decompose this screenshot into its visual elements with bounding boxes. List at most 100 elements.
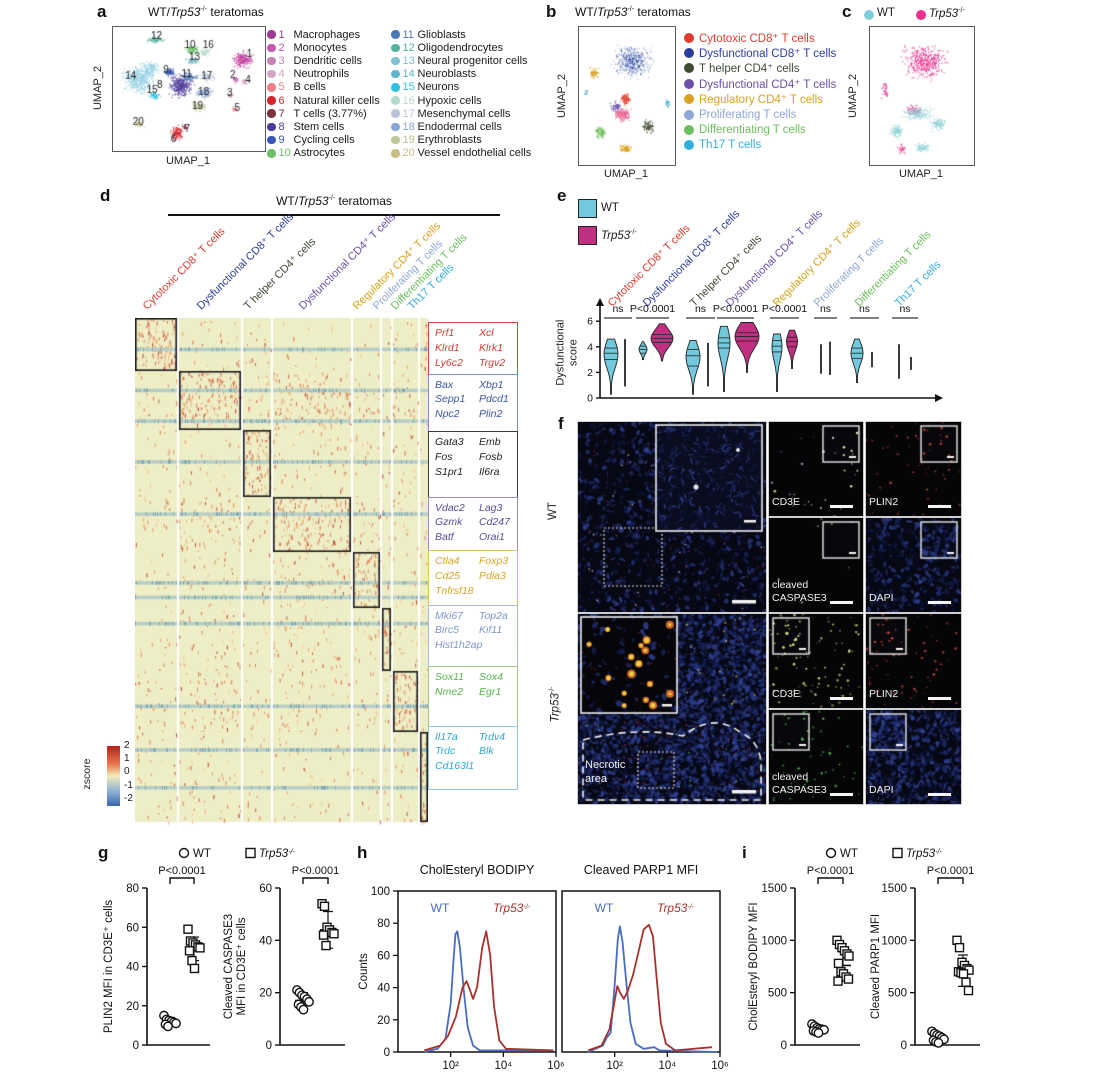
violin-wt <box>717 325 731 393</box>
legend-item: 8 Stem cells <box>267 120 380 133</box>
scale-bar <box>830 601 853 604</box>
tile-label-line: CASPASE3 <box>772 592 827 605</box>
legend-cluster-number: 20 <box>402 147 415 160</box>
legend-color-dot <box>684 140 694 151</box>
gene-box: Sox11 Nme2 Sox4 Egr1 <box>428 666 518 727</box>
legend-color-dot <box>391 30 400 39</box>
dotplot-y-tick-label: 1500 <box>881 883 907 895</box>
hist-title: CholEsteryl BODIPY <box>420 863 535 877</box>
microscopy-tile-wt-ccasp3 <box>768 517 864 613</box>
f-row-ko-gene: Trp53-/- <box>549 687 562 723</box>
tile-label-wt-plin2: PLIN2 <box>869 496 898 509</box>
gene-label: Pdcd1 <box>479 393 509 406</box>
violin-wt <box>685 339 701 395</box>
hist-curve-wt <box>587 925 718 1053</box>
panel-a-legend-col1: 1 Macrophages 2 Monocytes 3 Dendritic cells 4 N… <box>267 28 380 160</box>
tile-label-ko-cd3e: CD3E <box>772 688 800 701</box>
ko-data-point <box>318 930 329 940</box>
legend-item: 2 Monocytes <box>267 41 380 54</box>
gene-label: Sepp1 <box>435 393 466 406</box>
gene-label: Pdia3 <box>479 569 506 582</box>
violin-wt <box>771 333 783 393</box>
gene-box: Prf1 Klrd1 Ly6c2 Xcl Klrk1 Trgv2 <box>428 322 518 375</box>
legend-item: 14 Neuroblasts <box>391 68 531 81</box>
legend-item: 10 Astrocytes <box>267 147 380 160</box>
legend-label: Natural killer cells <box>293 94 380 107</box>
legend-label: Macrophages <box>293 28 361 41</box>
zscore-tick: -2 <box>124 792 133 804</box>
legend-item: 13 Neural progenitor cells <box>391 54 531 67</box>
f-row-ko-label: Trp53-/- <box>549 679 562 729</box>
legend-label: Differentiating T cells <box>699 124 806 137</box>
c-legend-ko-label: Trp53-/- <box>929 7 965 20</box>
zscore-tick: 0 <box>124 766 130 778</box>
legend-color-dot <box>267 83 276 92</box>
ko-data-point <box>833 958 844 969</box>
panel-b-label: b <box>546 2 557 21</box>
panel-a-label: a <box>97 2 107 21</box>
violin-y-tick-label: 2 <box>587 367 593 379</box>
scale-bar <box>830 697 853 700</box>
hist-frame <box>397 890 557 1053</box>
ko-data-point <box>187 955 197 966</box>
significance-bracket <box>937 877 964 884</box>
ko-data-point <box>329 929 339 939</box>
scale-bar <box>830 793 853 796</box>
legend-cluster-number: 4 <box>278 68 285 81</box>
wt-data-point <box>304 996 314 1007</box>
legend-color-dot <box>267 69 276 79</box>
dotplot-y-tick-label: 1000 <box>881 935 907 947</box>
legend-item: 17 Mesenchymal cells <box>391 107 531 120</box>
legend-label: Astrocytes <box>293 147 345 160</box>
legend-cluster-number: 8 <box>278 120 285 133</box>
legend-cluster-number: 3 <box>278 54 285 67</box>
gene-name: Trp53 <box>601 229 631 242</box>
gene-label: Emb <box>479 436 501 448</box>
gene-name: Trp53 <box>549 693 562 723</box>
heatmap-plot <box>135 318 428 826</box>
gene-superscript: -/- <box>328 195 336 202</box>
wt-data-point <box>813 1028 824 1038</box>
tile-label-wt-dapi: DAPI <box>869 592 894 605</box>
gene-label: Batf <box>435 531 454 544</box>
legend-label: Cycling cells <box>293 134 355 147</box>
microscopy-tile-ko-dapi <box>865 709 962 805</box>
hist-y-tick-label: 20 <box>377 1015 390 1027</box>
tile-label-line: cleaved <box>772 579 809 591</box>
dotplot-y-label-2: MFI in CD3E⁺ cells <box>236 917 248 1015</box>
gene-box: Bax Sepp1 Npc2 Xbp1 Pdcd1 Plin2 <box>428 373 518 433</box>
gene-superscript: -/- <box>630 229 637 236</box>
legend-item: 7 T cells (3.77%) <box>267 107 380 120</box>
significance-label: ns <box>859 303 870 315</box>
legend-label: Stem cells <box>293 120 345 133</box>
gene-label: Top2a <box>479 609 508 622</box>
dotplot-y-tick-label: 500 <box>888 988 907 1000</box>
hist-y-tick-label: 60 <box>377 950 390 962</box>
legend-label: Th17 T cells <box>699 139 762 152</box>
hist-y-label: Counts <box>358 953 370 990</box>
ko-data-point <box>843 974 854 984</box>
gene-box: Gata3 Fos S1pr1 Emb Fosb Il6ra <box>428 431 518 498</box>
legend-color-dot <box>391 83 400 92</box>
legend-cluster-number: 18 <box>402 120 415 133</box>
legend-color-dot <box>684 125 694 136</box>
gene-label: Plin2 <box>479 408 503 421</box>
legend-label: Dysfunctional CD4⁺ T cells <box>699 78 837 91</box>
zscore-colorbar <box>107 746 120 806</box>
umap-a-ylabel: UMAP_2 <box>92 65 104 111</box>
legend-label: Cytotoxic CD8⁺ T cells <box>699 32 815 45</box>
legend-color-dot <box>267 56 276 66</box>
title-post: teratomas <box>207 5 264 19</box>
legend-label: Regulatory CD4⁺ T cells <box>699 94 823 107</box>
legend-color-dot <box>267 43 276 53</box>
legend-ko-marker <box>245 847 256 859</box>
gene-label: Fosb <box>479 450 503 463</box>
legend-wt-text: WT <box>840 848 858 860</box>
necrotic-area-label: Necrotic area <box>585 758 625 787</box>
gene-label: Il6ra <box>479 465 500 478</box>
legend-cluster-number: 12 <box>402 41 415 54</box>
violin-wt <box>638 341 648 361</box>
gene-label: Xbp1 <box>479 378 504 391</box>
legend-item: Dysfunctional CD8⁺ T cells <box>684 45 836 60</box>
